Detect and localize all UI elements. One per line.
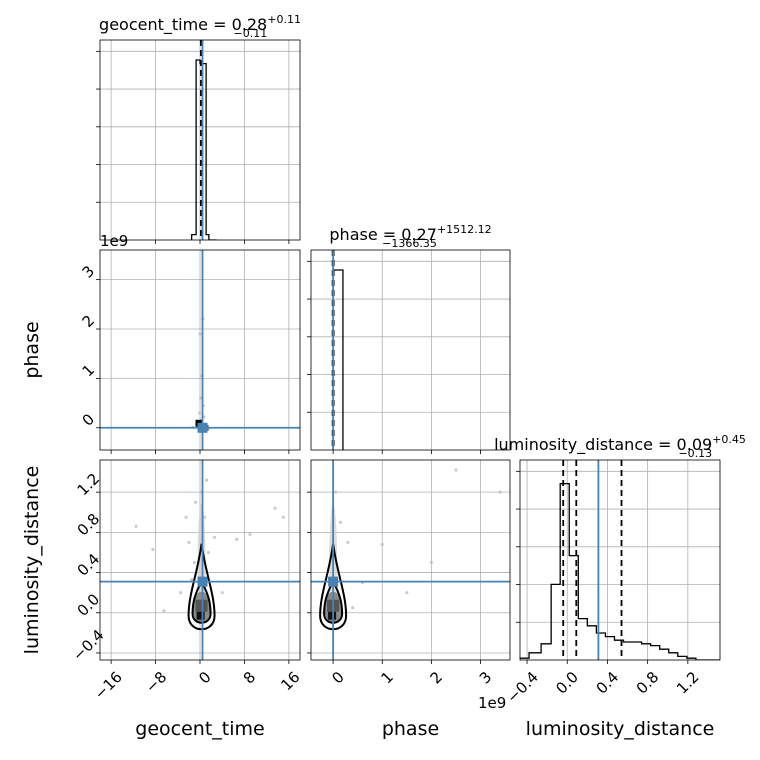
scatter-point-geocent_time_vs_phase-8 — [198, 332, 202, 336]
xlabel-luminosity_distance: luminosity_distance — [526, 718, 715, 740]
panel-phase_vs_luminosity_distance — [311, 460, 516, 660]
scatter-point-geocent_time_vs_phase-12 — [198, 396, 203, 400]
title-plus-luminosity_distance: +0.45 — [712, 433, 746, 446]
xtick-label-luminosity_distance-2: 0.4 — [593, 668, 623, 698]
ytick-label-phase-0: 0 — [79, 410, 98, 429]
title-plus-geocent_time: +0.11 — [267, 13, 301, 26]
frame-phase — [310, 249, 511, 451]
title-value-phase: 0.27 — [401, 225, 437, 244]
xtick-label-luminosity_distance-1: 0.0 — [552, 668, 582, 698]
xtick-label-geocent_time-4: 16 — [277, 668, 303, 694]
xlabel-phase: phase — [382, 718, 439, 740]
title-value-luminosity_distance: 0.09 — [677, 435, 713, 454]
density-max-geocent_time_vs_luminosity_distance — [196, 611, 205, 620]
title-phase: phase = 0.27+1512.12 −1366.35 — [329, 223, 491, 250]
scatter-point-geocent_time_vs_luminosity_distance-0 — [134, 524, 138, 528]
scatter-point-phase_vs_luminosity_distance-9 — [351, 606, 355, 610]
title-luminosity_distance: luminosity_distance = 0.09+0.45 −0.13 — [494, 433, 746, 460]
scatter-point-geocent_time_vs_phase-6 — [197, 411, 202, 415]
scatter-point-geocent_time_vs_luminosity_distance-19 — [187, 540, 191, 545]
truth-marker-phase_vs_luminosity_distance — [328, 576, 339, 587]
xtick-label-geocent_time-1: −8 — [142, 668, 170, 696]
ytick-label-luminosity_distance-0: −0.4 — [69, 626, 107, 664]
title-eq-phase: = — [378, 225, 402, 244]
offset-text-phase: 1e9 — [100, 232, 128, 250]
xtick-label-phase-0: 0 — [328, 668, 347, 687]
histogram-phase — [332, 269, 344, 450]
scatter-point-geocent_time_vs_luminosity_distance-4 — [193, 500, 198, 504]
scatter-point-geocent_time_vs_luminosity_distance-16 — [178, 591, 183, 595]
scatter-point-geocent_time_vs_luminosity_distance-10 — [162, 609, 166, 613]
xtick-label-geocent_time-3: 8 — [240, 668, 259, 687]
density-peak-geocent_time_vs_luminosity_distance — [195, 599, 208, 612]
ytick-label-luminosity_distance-1: 0.0 — [74, 590, 104, 620]
panel-geocent_time_vs_phase — [100, 250, 300, 450]
ytick-label-phase-3: 3 — [79, 262, 98, 281]
scatter-point-phase_vs_luminosity_distance-6 — [513, 491, 516, 494]
title-minus-phase: −1366.35 — [382, 237, 437, 250]
offset-text-luminosity-distance: 1e9 — [478, 694, 506, 712]
density-max-phase_vs_luminosity_distance — [328, 611, 337, 620]
scatter-point-geocent_time_vs_luminosity_distance-15 — [281, 515, 285, 519]
xtick-label-luminosity_distance-3: 0.8 — [633, 668, 663, 698]
title-name-geocent_time: geocent_time — [99, 15, 208, 35]
truth-marker-geocent_time_vs_luminosity_distance — [197, 576, 208, 587]
scatter-point-phase_vs_luminosity_distance-5 — [498, 490, 502, 494]
scatter-point-phase_vs_luminosity_distance-4 — [454, 468, 458, 472]
xtick-label-luminosity_distance-0: −0.4 — [503, 668, 541, 706]
xtick-label-luminosity_distance-4: 1.2 — [673, 668, 703, 698]
scatter-point-geocent_time_vs_luminosity_distance-9 — [273, 506, 277, 510]
scatter-point-geocent_time_vs_luminosity_distance-13 — [220, 591, 224, 595]
scatter-point-geocent_time_vs_luminosity_distance-11 — [192, 560, 197, 565]
truth-marker-geocent_time_vs_phase — [197, 422, 208, 433]
histogram-luminosity_distance — [520, 482, 720, 660]
ytick-label-luminosity_distance-2: 0.4 — [74, 550, 104, 580]
scatter-point-phase_vs_luminosity_distance-10 — [405, 591, 409, 595]
title-minus-luminosity_distance: −0.13 — [678, 447, 712, 460]
scatter-point-geocent_time_vs_luminosity_distance-8 — [235, 537, 239, 541]
title-geocent_time: geocent_time = 0.28+0.11 −0.11 — [99, 13, 301, 40]
scatter-point-geocent_time_vs_luminosity_distance-1 — [151, 547, 155, 552]
ylabel-phase: phase — [21, 321, 43, 378]
scatter-point-geocent_time_vs_luminosity_distance-2 — [184, 515, 188, 519]
ytick-label-luminosity_distance-3: 0.8 — [74, 510, 104, 540]
ytick-label-luminosity_distance-4: 1.2 — [74, 470, 104, 500]
scatter-point-phase_vs_luminosity_distance-2 — [380, 542, 384, 547]
hist-panel-luminosity_distance — [520, 460, 720, 660]
frame-luminosity_distance — [519, 459, 721, 661]
histogram-geocent_time — [191, 59, 217, 240]
ytick-label-phase-1: 1 — [79, 361, 98, 380]
scatter-point-geocent_time_vs_luminosity_distance-6 — [205, 478, 209, 482]
scatter-point-geocent_time_vs_luminosity_distance-3 — [190, 577, 194, 582]
title-plus-phase: +1512.12 — [437, 223, 492, 236]
title-eq-geocent_time: = — [208, 15, 232, 34]
panel-geocent_time_vs_luminosity_distance — [100, 460, 300, 660]
hist-panel-phase — [311, 250, 510, 450]
title-value-geocent_time: 0.28 — [232, 15, 268, 34]
scatter-point-geocent_time_vs_luminosity_distance-7 — [212, 535, 217, 539]
title-name-phase: phase — [329, 225, 377, 244]
title-name-luminosity_distance: luminosity_distance — [494, 435, 653, 455]
scatter-point-phase_vs_luminosity_distance-3 — [429, 560, 433, 565]
contour-inner-geocent_time_vs_luminosity_distance — [191, 579, 212, 624]
title-minus-geocent_time: −0.11 — [234, 27, 268, 40]
xtick-label-geocent_time-2: 0 — [195, 668, 214, 687]
ylabel-luminosity_distance: luminosity_distance — [21, 466, 43, 655]
xtick-label-phase-1: 1 — [378, 668, 397, 687]
title-eq-luminosity_distance: = — [653, 435, 677, 454]
scatter-point-phase_vs_luminosity_distance-1 — [346, 540, 350, 545]
xlabel-geocent_time: geocent_time — [135, 718, 264, 740]
frame-phase_vs_luminosity_distance — [310, 459, 511, 661]
xtick-label-phase-3: 3 — [476, 668, 495, 687]
scatter-point-phase_vs_luminosity_distance-0 — [333, 490, 338, 494]
scatter-point-geocent_time_vs_luminosity_distance-14 — [248, 532, 252, 536]
scatter-point-phase_vs_luminosity_distance-7 — [338, 520, 343, 524]
xtick-label-phase-2: 2 — [427, 668, 446, 687]
hist-panel-geocent_time — [100, 40, 300, 240]
ytick-label-phase-2: 2 — [79, 311, 98, 330]
xtick-label-geocent_time-0: −16 — [91, 668, 126, 703]
scatter-point-geocent_time_vs_luminosity_distance-12 — [206, 550, 210, 555]
